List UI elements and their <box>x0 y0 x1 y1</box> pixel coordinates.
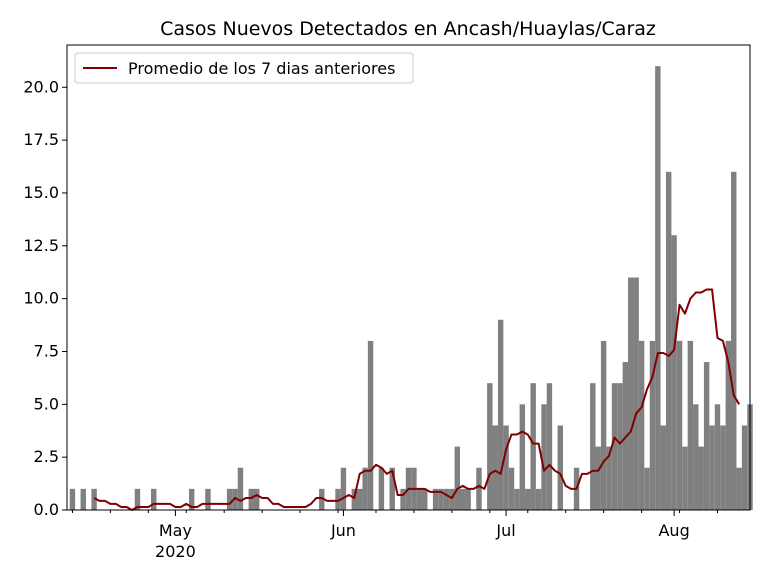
bar <box>400 488 406 510</box>
bar <box>487 383 493 510</box>
bar <box>389 467 395 510</box>
bar <box>617 383 623 510</box>
bar <box>741 425 748 510</box>
y-tick-label: 2.5 <box>34 447 59 466</box>
y-tick-label: 10.0 <box>23 289 59 308</box>
bar <box>378 467 385 510</box>
bar <box>525 488 531 510</box>
bar <box>503 425 509 510</box>
bar <box>205 488 211 510</box>
bar <box>134 488 141 510</box>
bar <box>606 446 612 510</box>
x-tick-label: Jun <box>330 521 356 540</box>
moving-average-line <box>93 288 741 511</box>
bar <box>731 171 737 510</box>
bar <box>514 488 520 510</box>
bar <box>736 467 742 510</box>
bar-series <box>69 66 753 511</box>
y-tick-label: 0.0 <box>34 500 59 519</box>
bar <box>508 467 515 510</box>
bar <box>611 383 618 510</box>
bar <box>422 488 428 510</box>
legend-label: Promedio de los 7 dias anteriores <box>128 59 395 78</box>
bar <box>687 340 694 510</box>
y-axis: 0.0 2.5 5.0 7.5 10.0 12.5 15.0 17.5 20.0 <box>23 77 67 519</box>
bar <box>725 340 732 510</box>
bar <box>357 488 363 510</box>
bar <box>671 235 677 511</box>
plot-frame <box>66 44 751 511</box>
x-axis: May 2020 Jun Jul Aug <box>71 510 718 561</box>
bar <box>432 488 439 510</box>
bar <box>226 488 233 510</box>
bar <box>188 488 195 510</box>
bar <box>351 488 357 510</box>
bar <box>649 340 656 510</box>
bar <box>546 383 553 510</box>
bar <box>709 425 715 510</box>
bar <box>80 488 86 510</box>
legend: Promedio de los 7 dias anteriores <box>74 52 414 84</box>
y-tick-label: 12.5 <box>23 236 59 255</box>
bar <box>454 446 460 510</box>
bar <box>590 383 596 510</box>
bar <box>465 488 471 510</box>
bar <box>638 340 645 510</box>
y-tick-label: 15.0 <box>23 183 59 202</box>
bar <box>633 277 639 510</box>
bar <box>595 446 601 510</box>
bar <box>665 171 672 510</box>
bar <box>248 488 255 510</box>
y-tick-label: 7.5 <box>34 341 59 360</box>
bar <box>362 467 368 510</box>
y-tick-label: 5.0 <box>34 394 59 413</box>
bar <box>541 404 547 510</box>
bar <box>557 425 563 510</box>
bar <box>676 340 683 510</box>
bar <box>600 340 607 510</box>
bar <box>628 277 634 510</box>
bar <box>460 488 466 510</box>
x-tick-label: Jul <box>495 521 515 540</box>
bar <box>703 362 710 510</box>
bar <box>438 488 444 510</box>
bar <box>682 446 688 510</box>
y-tick-label: 20.0 <box>23 77 59 96</box>
bar <box>530 383 536 510</box>
y-tick-label: 17.5 <box>23 130 59 149</box>
bar <box>693 404 699 510</box>
bar <box>492 425 498 510</box>
bar <box>416 488 423 510</box>
bar <box>714 404 721 510</box>
bar <box>519 404 526 510</box>
bar <box>151 488 157 510</box>
x-tick-sublabel: 2020 <box>155 542 196 561</box>
x-tick-label: Aug <box>658 521 689 540</box>
bar <box>335 488 341 510</box>
bar <box>340 467 347 510</box>
bar <box>254 488 260 510</box>
bar <box>237 467 244 510</box>
bar <box>660 425 666 510</box>
legend-box <box>74 52 414 84</box>
bar <box>91 488 97 510</box>
bar <box>497 319 504 510</box>
bar <box>720 425 726 510</box>
x-tick-label: May <box>159 521 192 540</box>
bar <box>655 66 661 510</box>
chart-title: Casos Nuevos Detectados en Ancash/Huayla… <box>160 18 656 40</box>
bar <box>644 467 650 510</box>
bar <box>443 488 450 510</box>
bar <box>698 446 704 510</box>
bar <box>476 467 482 510</box>
bar <box>319 488 325 510</box>
bar <box>449 488 455 510</box>
bar <box>535 488 542 510</box>
bar <box>367 340 374 510</box>
bar <box>69 488 76 510</box>
